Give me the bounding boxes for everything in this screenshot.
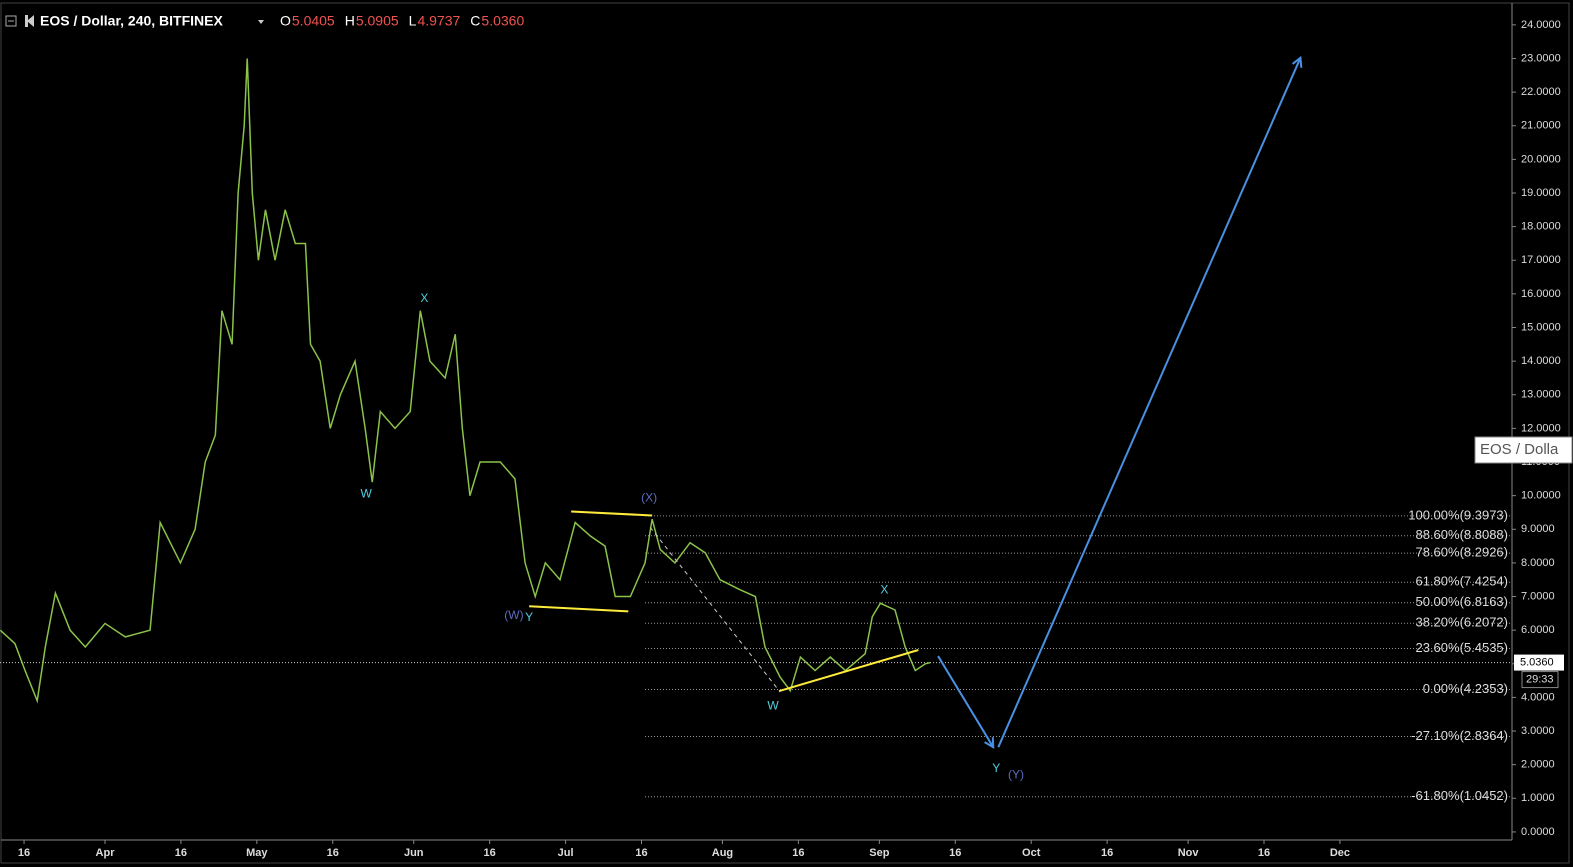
- countdown-label: 29:33: [1526, 673, 1554, 685]
- ohlc-value: 5.0360: [481, 13, 524, 29]
- x-tick-label: Sep: [869, 847, 889, 859]
- fib-label: 23.60%(5.4535): [1415, 640, 1508, 655]
- trend-line: [571, 510, 653, 517]
- y-tick-label: 13.0000: [1521, 389, 1561, 401]
- dropdown-arrow[interactable]: [258, 20, 264, 24]
- x-tick-label: 16: [792, 847, 804, 859]
- wave-label: Y: [525, 610, 533, 624]
- wave-label: X: [420, 291, 428, 305]
- symbol-title[interactable]: EOS / Dollar, 240, BITFINEX: [40, 13, 223, 29]
- fib-label: 88.60%(8.8088): [1415, 527, 1508, 542]
- wave-label: W: [767, 698, 779, 712]
- y-tick-label: 3.0000: [1521, 725, 1555, 737]
- ohlc-readout: O 5.0405 H 5.0905 L 4.9737 C 5.0360: [280, 13, 524, 29]
- fib-label: 78.60%(8.2926): [1415, 545, 1508, 560]
- y-tick-label: 6.0000: [1521, 624, 1555, 636]
- wave-label: X: [880, 582, 888, 596]
- x-tick-label: 16: [327, 847, 339, 859]
- y-tick-label: 10.0000: [1521, 490, 1561, 502]
- y-tick-label: 7.0000: [1521, 590, 1555, 602]
- y-tick-label: 12.0000: [1521, 422, 1561, 434]
- price-tag-label: 5.0360: [1520, 656, 1554, 668]
- x-tick-label: 16: [1101, 847, 1113, 859]
- y-tick-label: 4.0000: [1521, 691, 1555, 703]
- x-tick-label: 16: [1258, 847, 1270, 859]
- trend-line: [778, 649, 919, 692]
- fib-label: -27.10%(2.8364): [1411, 728, 1508, 743]
- ohlc-value: 4.9737: [417, 13, 460, 29]
- arrow-head: [1291, 55, 1303, 68]
- x-tick-label: 16: [175, 847, 187, 859]
- projection-arrow: [997, 57, 1302, 748]
- ohlc-name: O: [280, 13, 291, 29]
- x-tick-label: Apr: [96, 847, 116, 859]
- fib-label: 50.00%(6.8163): [1415, 594, 1508, 609]
- ohlc-value: 5.0905: [356, 13, 399, 29]
- y-tick-label: 24.0000: [1521, 19, 1561, 31]
- wave-label: (X): [641, 491, 657, 505]
- x-tick-label: Oct: [1022, 847, 1041, 859]
- fib-label: 61.80%(7.4254): [1415, 574, 1508, 589]
- y-tick-label: 19.0000: [1521, 187, 1561, 199]
- x-tick-label: Jul: [558, 847, 574, 859]
- y-tick-label: 8.0000: [1521, 557, 1555, 569]
- collapse-icon[interactable]: [5, 15, 17, 27]
- x-tick-label: Nov: [1178, 847, 1200, 859]
- ohlc-name: H: [345, 13, 355, 29]
- fib-label: 0.00%(4.2353): [1423, 681, 1508, 696]
- x-tick-label: Aug: [712, 847, 733, 859]
- y-tick-label: 21.0000: [1521, 120, 1561, 132]
- y-tick-label: 14.0000: [1521, 355, 1561, 367]
- wave-label: W: [361, 486, 373, 500]
- series-tooltip-label: EOS / Dolla: [1480, 441, 1559, 458]
- trend-line: [649, 526, 781, 693]
- fib-label: 100.00%(9.3973): [1408, 507, 1508, 522]
- x-tick-label: 16: [484, 847, 496, 859]
- wave-label: (W): [504, 608, 523, 622]
- y-tick-label: 9.0000: [1521, 523, 1555, 535]
- y-tick-label: 22.0000: [1521, 86, 1561, 98]
- y-tick-label: 17.0000: [1521, 254, 1561, 266]
- y-tick-label: 20.0000: [1521, 153, 1561, 165]
- fib-label: -61.80%(1.0452): [1411, 788, 1508, 803]
- trend-line: [529, 605, 629, 613]
- fib-label: 38.20%(6.2072): [1415, 615, 1508, 630]
- x-tick-label: 16: [949, 847, 961, 859]
- projection-arrow: [937, 655, 995, 748]
- wave-label: Y: [992, 761, 1000, 775]
- y-tick-label: 0.0000: [1521, 826, 1555, 838]
- series-tooltip: [1474, 436, 1573, 464]
- price-tag: [1514, 654, 1564, 671]
- x-tick-label: May: [246, 847, 268, 859]
- y-tick-label: 18.0000: [1521, 221, 1561, 233]
- ohlc-name: L: [409, 13, 417, 29]
- y-tick-label: 2.0000: [1521, 759, 1555, 771]
- x-tick-label: 16: [635, 847, 647, 859]
- symbol-icon: [25, 15, 34, 27]
- wave-label: (Y): [1008, 767, 1024, 781]
- ohlc-value: 5.0405: [292, 13, 335, 29]
- ohlc-name: C: [470, 13, 480, 29]
- y-tick-label: 23.0000: [1521, 52, 1561, 64]
- y-tick-label: 16.0000: [1521, 288, 1561, 300]
- countdown-tag: [1521, 671, 1559, 689]
- arrow-head: [984, 737, 995, 749]
- price-line: [0, 58, 931, 704]
- x-tick-label: 16: [18, 847, 30, 859]
- y-tick-label: 1.0000: [1521, 792, 1555, 804]
- x-tick-label: Jun: [404, 847, 424, 859]
- y-tick-label: 15.0000: [1521, 321, 1561, 333]
- x-tick-label: Dec: [1330, 847, 1350, 859]
